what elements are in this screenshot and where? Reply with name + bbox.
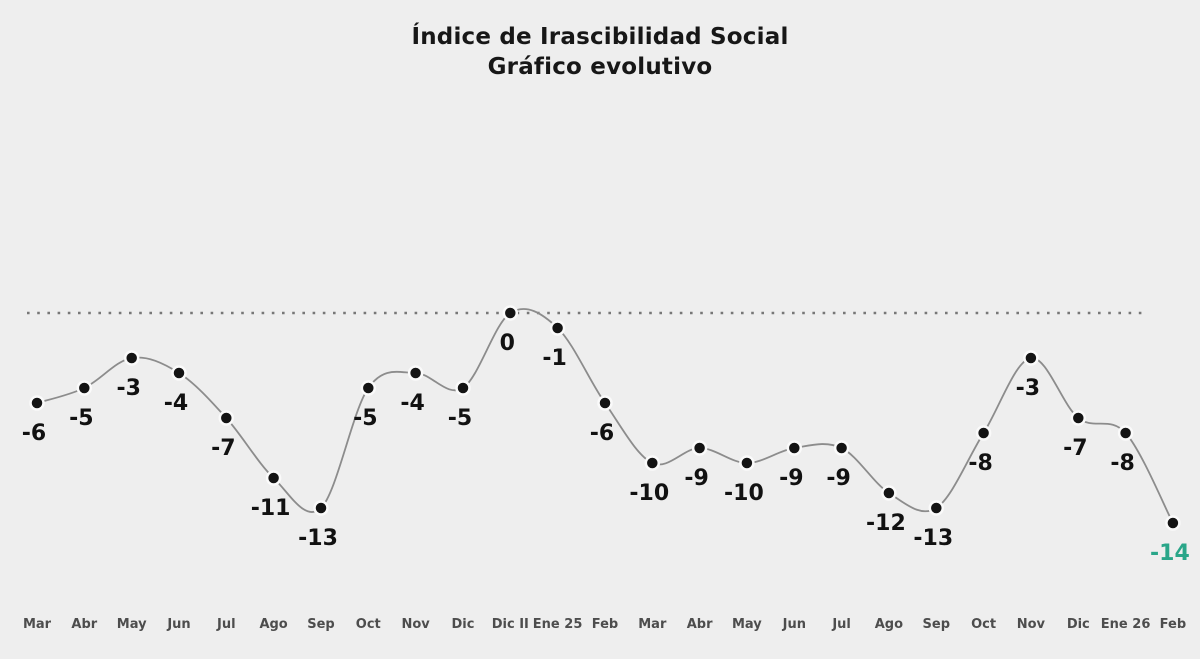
x-axis-label: Feb [1160,617,1186,632]
data-point [597,395,613,411]
chart-header: Índice de Irascibilidad Social Gráfico e… [0,22,1200,82]
point-value-label: -7 [211,436,235,461]
x-axis-label: Jul [216,617,236,632]
point-value-label: -10 [629,481,669,506]
x-axis-label: Abr [687,617,713,632]
x-axis-label: Ene 25 [533,617,583,632]
data-point [975,425,992,441]
x-axis-label: Nov [401,617,430,632]
data-point [1070,410,1087,426]
x-axis-label: Nov [1017,617,1046,632]
x-axis-label: May [117,617,147,632]
data-point [29,395,45,411]
x-axis-label: Jul [831,617,851,632]
point-value-label: -6 [22,421,46,446]
x-axis-label: Mar [638,617,667,632]
point-value-label: -3 [116,376,140,401]
x-axis-label: Jun [782,617,806,632]
x-axis-label: Oct [971,617,996,632]
chart-title: Índice de Irascibilidad Social [411,24,789,50]
data-point [171,365,187,381]
point-value-label: -7 [1063,436,1087,461]
data-point [360,380,377,396]
data-point [691,440,708,456]
x-axis-label: Oct [356,617,381,632]
data-point [833,440,850,456]
point-value-label: -9 [779,466,803,491]
data-point [76,380,93,396]
x-axis-label: Sep [923,617,951,632]
data-point [265,470,282,486]
point-value-label: -13 [298,526,338,551]
point-value-label: -5 [448,406,472,431]
data-point [313,500,329,516]
data-point [739,455,755,471]
x-axis-label: May [732,617,762,632]
x-axis-label: Abr [71,617,97,632]
point-value-label: -3 [1016,376,1040,401]
data-point [549,320,566,336]
point-value-label: -5 [69,406,93,431]
x-axis-label: Dic [452,617,475,632]
chart-subtitle: Gráfico evolutivo [487,54,713,80]
data-point [502,305,519,321]
x-axis-label: Dic [1067,617,1090,632]
x-axis-label: Dic II [492,617,529,632]
point-value-label: -9 [684,466,708,491]
data-point [1165,515,1181,531]
point-value-label: -5 [353,406,377,431]
point-value-label: -9 [826,466,850,491]
data-point [407,365,424,381]
data-point [1023,350,1039,366]
x-axis-label: Jun [166,617,190,632]
point-value-label: -4 [164,391,188,416]
x-axis-label: Sep [307,617,335,632]
data-point [123,350,140,366]
data-point [218,410,235,426]
point-value-label: -4 [400,391,424,416]
data-point [881,485,897,501]
point-value-label: -8 [1110,451,1134,476]
series-line [36,308,1174,524]
point-value-label: -10 [724,481,764,506]
x-axis-label: Mar [23,617,52,632]
x-axis-label: Ago [875,617,903,632]
data-point [455,380,471,396]
point-value-label: 0 [500,331,515,356]
x-axis-label: Feb [592,617,618,632]
point-value-label: -1 [542,346,566,371]
x-axis-label: Ago [259,617,287,632]
data-point [1117,425,1134,441]
point-value-label: -6 [590,421,614,446]
data-point [786,440,803,456]
point-value-label: -11 [251,496,291,521]
data-point [928,500,945,516]
point-value-label: -13 [913,526,953,551]
data-point [644,455,661,471]
point-value-label: -8 [968,451,992,476]
point-value-label: -14 [1150,541,1190,566]
point-value-label: -12 [866,511,906,536]
x-axis-label: Ene 26 [1101,617,1151,632]
